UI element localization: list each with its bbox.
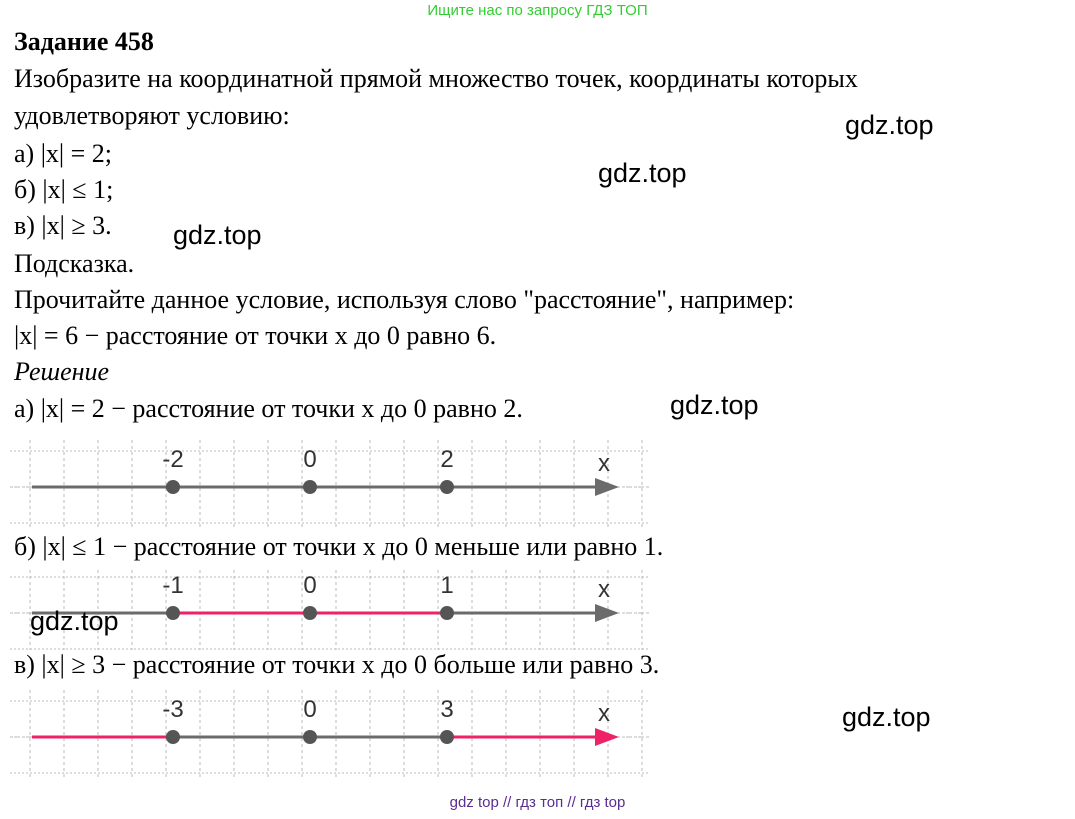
axis-label: x xyxy=(598,450,610,477)
task-line: в) |x| ≥ 3. xyxy=(14,211,112,240)
solution-heading: Решение xyxy=(14,357,110,386)
number-line-b: -1 0 1 x xyxy=(10,570,650,650)
point-marker xyxy=(440,606,454,620)
number-line-a: -2 0 2 x xyxy=(10,440,650,530)
number-line-c: -3 0 3 x xyxy=(10,690,650,780)
task-title: Задание 458 xyxy=(14,27,154,56)
search-banner[interactable]: Ищите нас по запросу ГДЗ ТОП xyxy=(427,2,648,19)
watermark: gdz.top xyxy=(598,158,687,188)
hint-heading: Подсказка. xyxy=(14,249,135,278)
axis-arrow-icon xyxy=(595,604,619,622)
tick-label: -2 xyxy=(162,446,183,473)
watermark: gdz.top xyxy=(845,110,934,140)
tick-label: 0 xyxy=(303,446,316,473)
tick-label: 0 xyxy=(303,572,316,599)
tick-label: 1 xyxy=(440,572,453,599)
axis-label: x xyxy=(598,700,610,727)
tick-label: -1 xyxy=(162,572,183,599)
tick-label: 0 xyxy=(303,696,316,723)
tick-label: 2 xyxy=(440,446,453,473)
axis-arrow-icon xyxy=(595,728,619,746)
task-line: а) |x| = 2; xyxy=(14,139,112,168)
task-line: Изобразите на координатной прямой множес… xyxy=(14,64,858,93)
point-marker xyxy=(303,606,317,620)
point-marker xyxy=(440,730,454,744)
footer-links[interactable]: gdz top // гдз топ // гдз top xyxy=(449,794,626,811)
task-line: удовлетворяют условию: xyxy=(14,101,290,130)
point-marker xyxy=(440,480,454,494)
tick-label: 3 xyxy=(440,696,453,723)
task-line: б) |x| ≤ 1; xyxy=(14,175,114,204)
watermark: gdz.top xyxy=(670,390,759,420)
point-marker xyxy=(303,480,317,494)
hint-line: |x| = 6 − расстояние от точки x до 0 рав… xyxy=(14,321,497,350)
tick-label: -3 xyxy=(162,696,183,723)
watermark: gdz.top xyxy=(173,220,262,250)
axis-arrow-icon xyxy=(595,478,619,496)
point-marker xyxy=(303,730,317,744)
watermark: gdz.top xyxy=(842,702,931,732)
hint-line: Прочитайте данное условие, используя сло… xyxy=(14,285,795,314)
point-marker xyxy=(166,730,180,744)
solution-a-text: а) |x| = 2 − расстояние от точки x до 0 … xyxy=(14,394,523,423)
watermark: gdz.top xyxy=(30,606,119,636)
solution-c-text: в) |x| ≥ 3 − расстояние от точки x до 0 … xyxy=(14,650,660,679)
solution-b-text: б) |x| ≤ 1 − расстояние от точки x до 0 … xyxy=(14,532,664,561)
point-marker xyxy=(166,480,180,494)
point-marker xyxy=(166,606,180,620)
axis-label: x xyxy=(598,576,610,603)
